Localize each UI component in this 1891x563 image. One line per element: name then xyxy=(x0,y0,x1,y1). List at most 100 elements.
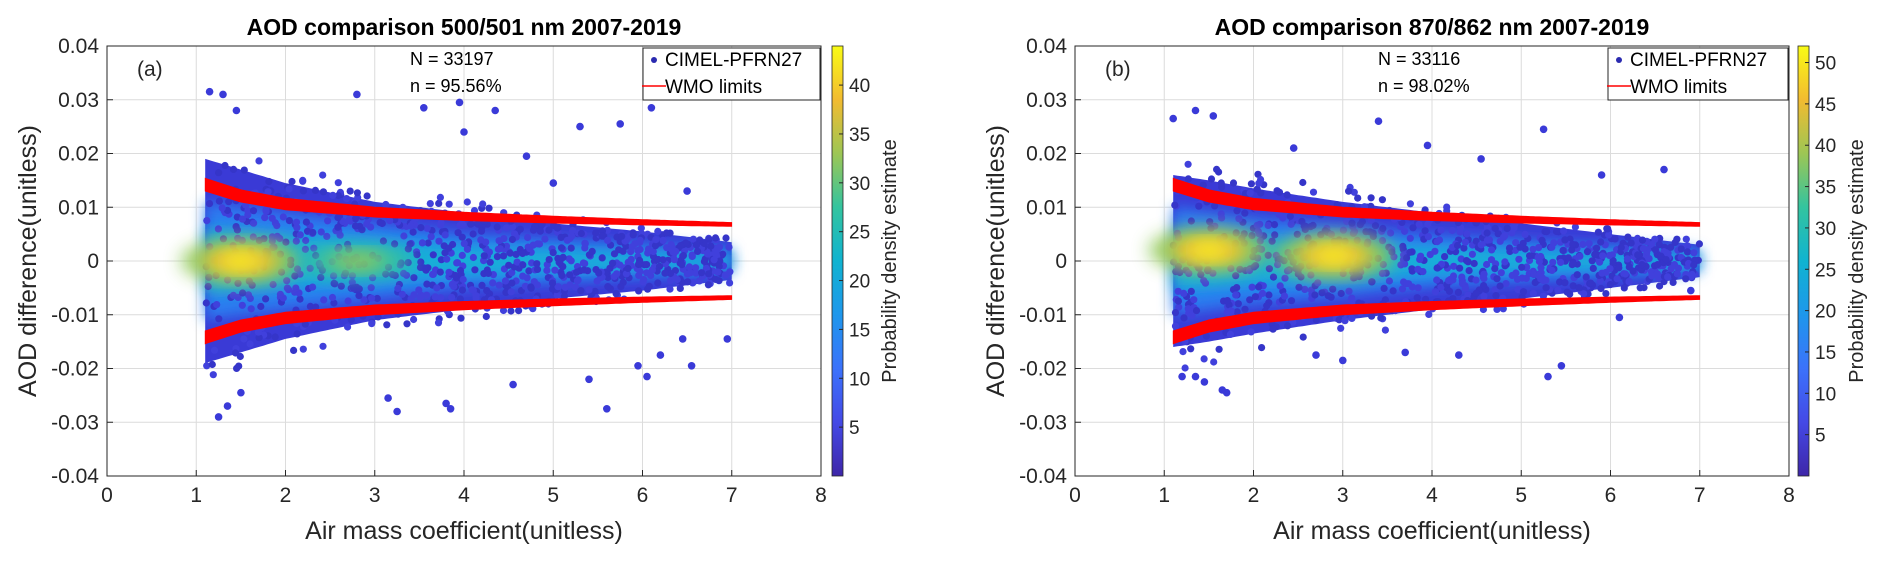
data-point xyxy=(1226,330,1234,338)
data-point xyxy=(624,264,632,273)
data-point xyxy=(229,165,238,173)
data-point xyxy=(1190,296,1198,304)
data-point xyxy=(317,273,325,281)
data-point xyxy=(323,232,331,240)
data-point xyxy=(1233,207,1241,215)
data-point xyxy=(609,259,617,267)
data-point xyxy=(232,223,240,231)
data-point xyxy=(1673,270,1681,278)
data-point xyxy=(265,177,273,186)
data-point xyxy=(1335,316,1343,324)
outlier-point xyxy=(1423,141,1432,150)
data-point xyxy=(410,315,418,324)
x-tick-label: 6 xyxy=(1605,484,1617,507)
data-point xyxy=(493,223,501,231)
x-tick-label: 5 xyxy=(547,484,559,507)
data-point xyxy=(1223,297,1231,305)
x-axis-label: Air mass coefficient(unitless) xyxy=(305,517,623,545)
data-point xyxy=(635,287,643,295)
data-point xyxy=(1321,227,1329,235)
data-point xyxy=(1480,282,1488,290)
data-point xyxy=(1175,303,1183,311)
data-point xyxy=(288,177,296,186)
data-point xyxy=(1314,279,1322,287)
data-point xyxy=(420,264,428,272)
data-point xyxy=(1602,290,1610,298)
data-point xyxy=(426,200,434,208)
data-point xyxy=(445,200,453,208)
data-point xyxy=(1174,287,1182,295)
data-point xyxy=(358,226,366,234)
data-point xyxy=(257,302,265,311)
data-point xyxy=(1501,258,1509,266)
data-point xyxy=(416,293,424,301)
data-point xyxy=(1556,278,1564,286)
data-point xyxy=(689,235,698,243)
data-point xyxy=(543,266,551,274)
data-point xyxy=(394,284,402,292)
data-point xyxy=(1488,246,1496,254)
data-point xyxy=(1202,332,1210,340)
data-point xyxy=(1269,273,1278,281)
colorbar-tick-label: 30 xyxy=(849,174,870,195)
y-tick-label: 0.01 xyxy=(58,196,99,219)
data-point xyxy=(437,219,445,227)
y-tick-label: -0.02 xyxy=(1019,358,1067,381)
data-point xyxy=(1548,243,1556,251)
data-point xyxy=(1624,233,1632,241)
data-point xyxy=(1497,269,1505,277)
data-point xyxy=(502,288,510,296)
data-point xyxy=(1385,277,1393,285)
data-point xyxy=(1184,305,1192,313)
x-tick-label: 2 xyxy=(1248,484,1260,507)
data-point xyxy=(301,320,309,328)
data-point xyxy=(1232,291,1240,299)
data-point xyxy=(677,242,685,250)
data-point xyxy=(678,261,686,269)
data-point xyxy=(458,251,466,259)
data-point xyxy=(1264,221,1272,229)
colorbar: 5 10 15 20 25 30 35 40 Probability density esti… xyxy=(831,45,901,477)
y-tick-label: -0.01 xyxy=(1019,304,1067,327)
y-tick-label: 0 xyxy=(1055,250,1067,273)
data-point xyxy=(292,218,301,226)
data-point xyxy=(512,250,520,258)
data-point xyxy=(581,239,589,247)
data-point xyxy=(510,230,519,238)
data-point xyxy=(533,265,542,273)
data-point xyxy=(1171,309,1180,317)
data-point xyxy=(221,161,229,170)
outlier-point xyxy=(214,413,223,421)
data-point xyxy=(1433,276,1441,284)
data-point xyxy=(343,195,351,203)
colorbar-tick-label: 25 xyxy=(1815,260,1836,281)
data-point xyxy=(1406,234,1414,242)
outlier-point xyxy=(616,120,624,128)
data-point xyxy=(1197,271,1205,279)
data-point xyxy=(1195,202,1203,210)
data-point xyxy=(1425,310,1433,318)
data-point xyxy=(534,240,542,248)
data-point xyxy=(1213,165,1221,173)
data-point xyxy=(1569,260,1577,268)
outlier-point xyxy=(656,351,665,359)
data-point xyxy=(577,287,585,295)
data-point xyxy=(436,268,444,276)
data-point xyxy=(1287,297,1296,305)
legend-entry-cimel: CIMEL-PFRN27 xyxy=(665,50,802,71)
data-point xyxy=(445,244,453,252)
data-point xyxy=(1627,239,1635,247)
data-point xyxy=(1318,289,1326,297)
data-point xyxy=(1199,181,1207,189)
outlier-point xyxy=(1191,372,1200,381)
data-point xyxy=(453,259,462,267)
data-point xyxy=(1387,229,1395,237)
data-point xyxy=(319,342,327,350)
data-point xyxy=(686,269,695,277)
data-point xyxy=(1416,255,1424,263)
data-point xyxy=(1179,348,1187,356)
data-point xyxy=(410,291,418,299)
data-point xyxy=(348,278,356,286)
data-point xyxy=(1381,326,1389,334)
data-point xyxy=(541,235,549,243)
